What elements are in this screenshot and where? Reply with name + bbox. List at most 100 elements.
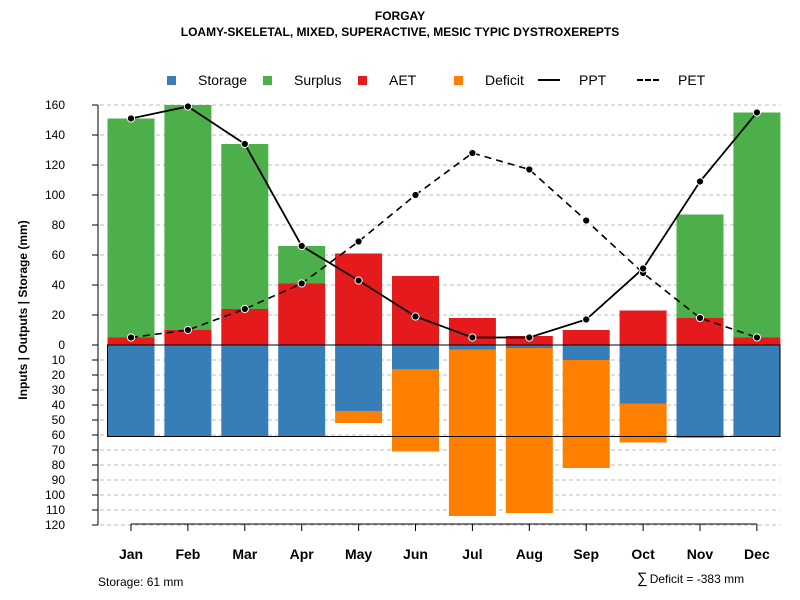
x-tick-label-mar: Mar: [232, 546, 257, 562]
legend-label-ppt: PPT: [579, 72, 607, 88]
storage-note: Storage: 61 mm: [98, 575, 184, 589]
storage-bar-jan: [107, 345, 155, 437]
aet-bar-jun: [392, 276, 439, 345]
x-tick-label-feb: Feb: [175, 546, 200, 562]
pet-point-may: [354, 237, 363, 246]
storage-bar-feb: [164, 345, 212, 437]
surplus-bar-mar: [221, 144, 269, 309]
y-tick-label-lower-70: 70: [52, 443, 66, 457]
aet-bar-feb: [164, 330, 212, 345]
storage-bar-dec: [733, 345, 781, 437]
y-tick-label-lower-50: 50: [52, 413, 66, 427]
legend-swatch-surplus: [263, 75, 272, 85]
legend-line-pet: [637, 79, 659, 81]
chart-title: FORGAY: [374, 9, 426, 23]
y-tick-label-upper-0: 0: [58, 338, 65, 352]
deficit-bar-may: [335, 411, 383, 423]
y-tick-label-lower-10: 10: [52, 353, 66, 367]
storage-bar-jul: [448, 345, 496, 350]
y-tick-label-lower-30: 30: [52, 383, 66, 397]
storage-bar-mar: [221, 345, 269, 437]
x-tick-label-nov: Nov: [687, 546, 714, 562]
legend-label-pet: PET: [678, 72, 706, 88]
pet-point-apr: [297, 279, 306, 288]
legend-item-pet: PET: [637, 71, 705, 89]
aet-bar-may: [335, 253, 383, 345]
pet-point-dec: [752, 333, 762, 342]
aet-bar-sep: [562, 330, 610, 345]
deficit-bar-jun: [392, 369, 439, 452]
ppt-point-jun: [411, 312, 420, 321]
y-tick-label-upper-20: 20: [52, 308, 66, 322]
ppt-point-aug: [525, 333, 534, 342]
ppt-point-feb: [183, 102, 192, 111]
aet-bar-oct: [619, 310, 667, 345]
pet-point-feb: [183, 325, 192, 335]
legend-swatch-deficit: [454, 75, 463, 85]
y-tick-label-upper-120: 120: [45, 158, 65, 172]
pet-point-jun: [411, 190, 420, 200]
y-tick-label-lower-110: 110: [46, 503, 65, 517]
legend-line-ppt: [538, 79, 560, 81]
legend-label-storage: Storage: [198, 72, 248, 88]
pet-point-jul: [468, 148, 477, 158]
y-tick-label-lower-120: 120: [45, 518, 65, 532]
y-tick-label-lower-80: 80: [52, 458, 66, 472]
y-tick-label-upper-140: 140: [45, 128, 65, 142]
pet-point-nov: [695, 313, 705, 323]
surplus-bar-apr: [278, 246, 326, 284]
x-tick-label-jan: Jan: [119, 546, 143, 562]
deficit-bar-sep: [562, 360, 610, 468]
y-tick-label-upper-60: 60: [52, 248, 66, 262]
aet-bar-nov: [676, 318, 724, 345]
chart-subtitle: LOAMY-SKELETAL, MIXED, SUPERACTIVE, MESI…: [180, 25, 620, 39]
storage-bar-apr: [278, 345, 326, 437]
ppt-point-jan: [126, 114, 136, 123]
legend-swatch-storage: [167, 75, 176, 85]
y-tick-label-lower-90: 90: [52, 473, 66, 487]
ppt-point-jul: [468, 333, 477, 342]
y-tick-label-lower-60: 60: [52, 428, 66, 442]
ppt-point-sep: [582, 315, 591, 324]
pet-point-jan: [126, 333, 136, 342]
y-tick-label-lower-40: 40: [52, 398, 66, 412]
x-tick-label-jul: Jul: [462, 546, 482, 562]
legend-label-deficit: Deficit: [485, 72, 524, 88]
deficit-bar-nov: [676, 436, 724, 438]
legend-label-surplus: Surplus: [294, 72, 342, 88]
legend-label-aet: AET: [389, 72, 417, 88]
deficit-bar-jul: [448, 349, 496, 516]
y-tick-label-upper-40: 40: [52, 278, 66, 292]
y-tick-label-upper-80: 80: [52, 218, 66, 232]
pet-point-mar: [240, 304, 249, 314]
storage-bar-nov: [676, 345, 724, 437]
sum-icon: ∑: [637, 570, 648, 587]
ppt-point-nov: [695, 177, 705, 186]
ppt-point-oct: [639, 264, 648, 273]
storage-bar-aug: [505, 345, 553, 348]
ppt-point-may: [354, 276, 363, 285]
y-tick-label-lower-20: 20: [52, 368, 66, 382]
ppt-point-mar: [240, 139, 249, 149]
legend-item-ppt: PPT: [538, 71, 606, 89]
x-tick-label-apr: Apr: [290, 546, 315, 562]
storage-bar-oct: [619, 345, 667, 404]
ppt-line: [130, 105, 758, 339]
storage-bar-may: [335, 345, 383, 411]
x-tick-label-aug: Aug: [516, 546, 543, 562]
legend-item-surplus: Surplus: [263, 71, 341, 89]
deficit-note-text: Deficit = -383 mm: [649, 571, 745, 586]
pet-point-aug: [525, 165, 534, 174]
storage-bar-sep: [562, 345, 610, 360]
surplus-bar-jan: [107, 118, 155, 338]
surplus-bar-dec: [733, 112, 781, 338]
y-tick-label-lower-100: 100: [45, 488, 65, 502]
legend-item-deficit: Deficit: [454, 71, 524, 89]
y-tick-label-upper-160: 160: [45, 98, 65, 112]
y-tick-label-upper-100: 100: [45, 188, 65, 202]
surplus-bar-feb: [164, 105, 212, 330]
deficit-bar-aug: [505, 348, 553, 513]
x-tick-label-sep: Sep: [573, 546, 599, 562]
legend-swatch-aet: [358, 75, 367, 85]
